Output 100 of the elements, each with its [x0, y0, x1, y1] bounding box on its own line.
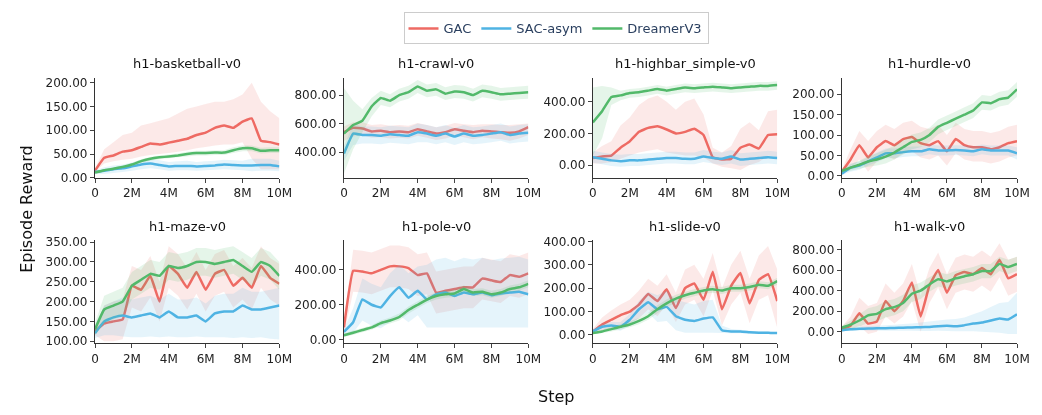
x-tick-label: 6M — [694, 186, 713, 201]
y-tick-label: 0.00 — [807, 325, 835, 340]
x-tick-label: 10M — [515, 351, 542, 366]
legend-label: DreamerV3 — [627, 21, 702, 37]
y-tick-label: 200.00 — [543, 126, 586, 141]
x-tick-label: 4M — [657, 186, 676, 201]
x-tick-label: 8M — [233, 186, 252, 201]
line-series — [592, 83, 778, 124]
line-series — [841, 313, 1017, 332]
x-tick-label: 8M — [972, 351, 991, 366]
y-tick-label: 200.00 — [45, 75, 88, 90]
x-tick-label: 10M — [764, 351, 791, 366]
y-tick-label: 100.00 — [543, 304, 586, 319]
line-series — [343, 125, 529, 135]
x-tick-label: 4M — [159, 351, 178, 366]
x-tick-label: 0 — [838, 186, 846, 201]
y-tick-label: 200.00 — [792, 304, 835, 319]
x-tick-label: 6M — [694, 351, 713, 366]
y-tick-label: 0.00 — [558, 328, 586, 343]
x-tick-label: 2M — [867, 186, 886, 201]
x-tick-label: 0 — [838, 351, 846, 366]
x-tick-label: 0 — [91, 186, 99, 201]
chart-title: h1-highbar_simple-v0 — [615, 56, 756, 71]
x-tick-label: 10M — [764, 186, 791, 201]
line-series — [343, 85, 529, 135]
x-tick-label: 6M — [445, 351, 464, 366]
legend-label: SAC-asym — [516, 21, 583, 37]
y-tick-label: 0.00 — [60, 171, 88, 185]
y-tick-label: 100.00 — [45, 334, 88, 349]
y-tick-label: 250.00 — [45, 274, 88, 289]
x-tick-label: 2M — [620, 351, 639, 366]
y-tick-label: 300.00 — [45, 255, 88, 270]
chart-title: h1-basketball-v0 — [133, 56, 242, 71]
y-tick-label: 0.00 — [807, 168, 835, 183]
x-axis-title: Step — [538, 387, 575, 406]
x-tick-label: 2M — [867, 351, 886, 366]
x-tick-label: 10M — [266, 186, 293, 201]
chart-title: h1-walk-v0 — [894, 219, 966, 234]
x-tick-label: 10M — [266, 351, 293, 366]
x-tick-label: 0 — [340, 186, 348, 201]
x-tick-label: 4M — [902, 186, 921, 201]
x-tick-label: 6M — [937, 186, 956, 201]
y-tick-label: 200.00 — [792, 87, 835, 102]
y-axis-title: Episode Reward — [16, 145, 36, 273]
chart-title: h1-slide-v0 — [649, 219, 721, 234]
y-tick-label: 800.00 — [294, 88, 337, 103]
x-tick-label: 6M — [937, 351, 956, 366]
chart-title: h1-pole-v0 — [402, 219, 472, 234]
y-tick-label: 50.00 — [799, 148, 835, 163]
y-tick-label: 150.00 — [45, 314, 88, 329]
line-series — [343, 130, 529, 155]
x-tick-label: 0 — [91, 351, 99, 366]
x-tick-label: 6M — [445, 186, 464, 201]
x-tick-label: 0 — [589, 351, 597, 366]
y-tick-label: 400.00 — [543, 234, 586, 249]
x-tick-label: 2M — [371, 351, 390, 366]
x-tick-label: 2M — [371, 186, 390, 201]
y-tick-label: 100.00 — [792, 128, 835, 143]
x-tick-label: 8M — [731, 351, 750, 366]
x-tick-label: 0 — [589, 186, 597, 201]
y-tick-label: 800.00 — [792, 242, 835, 257]
y-tick-label: 300.00 — [543, 257, 586, 272]
y-tick-label: 400.00 — [294, 145, 337, 160]
x-tick-label: 6M — [196, 186, 215, 201]
line-series — [343, 265, 529, 329]
x-tick-label: 8M — [233, 351, 252, 366]
y-tick-label: 600.00 — [294, 116, 337, 131]
y-tick-label: 400.00 — [294, 263, 337, 278]
x-tick-label: 4M — [902, 351, 921, 366]
chart-title: h1-maze-v0 — [149, 219, 226, 234]
x-tick-label: 2M — [620, 186, 639, 201]
y-tick-label: 400.00 — [792, 283, 835, 298]
x-tick-label: 4M — [657, 351, 676, 366]
y-tick-label: 400.00 — [543, 94, 586, 109]
y-tick-label: 200.00 — [294, 297, 337, 312]
y-tick-label: 0.00 — [309, 332, 337, 347]
x-tick-label: 10M — [1004, 351, 1030, 366]
y-tick-label: 600.00 — [792, 263, 835, 278]
x-tick-label: 10M — [515, 186, 542, 201]
line-series — [95, 304, 280, 335]
y-tick-label: 200.00 — [45, 294, 88, 309]
x-tick-label: 8M — [482, 351, 501, 366]
x-tick-label: 4M — [408, 186, 427, 201]
y-tick-label: 150.00 — [792, 107, 835, 122]
x-tick-label: 8M — [972, 186, 991, 201]
y-tick-label: 200.00 — [543, 281, 586, 296]
line-series — [592, 300, 778, 335]
x-tick-label: 4M — [408, 351, 427, 366]
y-tick-label: 0.00 — [558, 158, 586, 173]
y-tick-label: 350.00 — [45, 235, 88, 250]
x-tick-label: 8M — [731, 186, 750, 201]
x-tick-label: 4M — [159, 186, 178, 201]
x-tick-label: 0 — [340, 351, 348, 366]
chart-title: h1-hurdle-v0 — [888, 56, 971, 71]
x-tick-label: 2M — [122, 186, 141, 201]
legend-label: GAC — [443, 21, 472, 37]
x-tick-label: 10M — [1004, 186, 1030, 201]
x-tick-label: 2M — [122, 351, 141, 366]
y-tick-label: 100.00 — [45, 123, 88, 138]
chart-title: h1-crawl-v0 — [398, 56, 475, 71]
